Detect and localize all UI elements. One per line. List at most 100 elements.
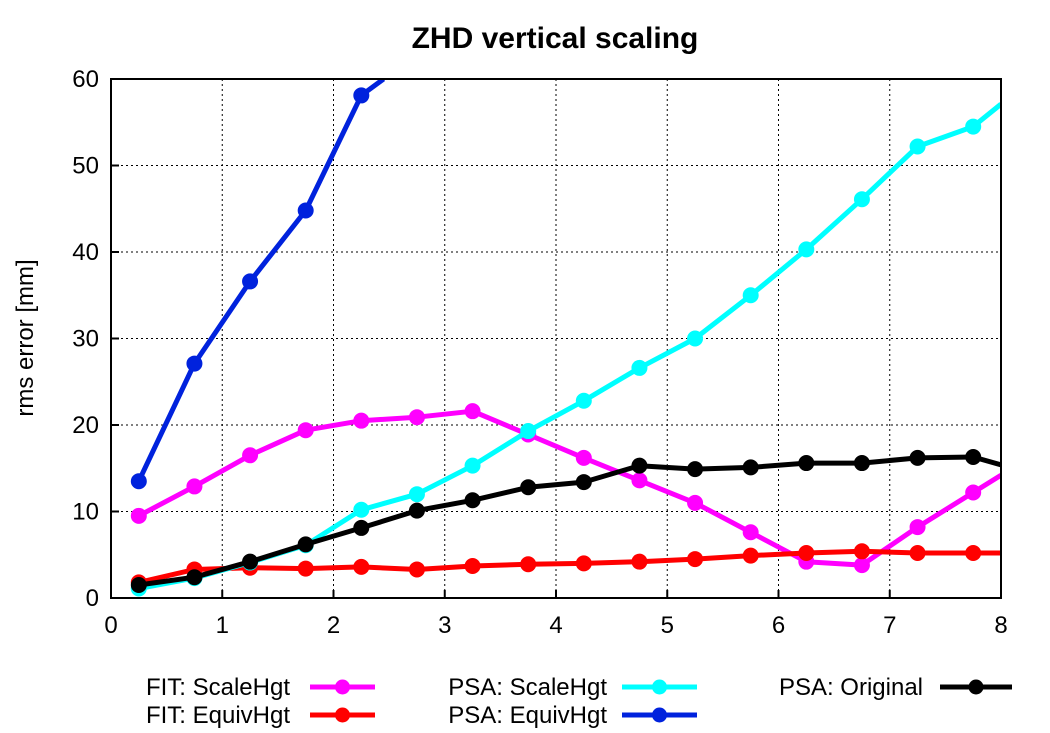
y-tick-label: 10 [72, 499, 99, 526]
data-point [520, 479, 537, 496]
x-tick-label: 4 [549, 612, 562, 639]
data-point [353, 519, 370, 536]
series-psa-original [130, 449, 1001, 594]
data-point [575, 449, 592, 466]
y-tick-label: 50 [72, 153, 99, 180]
data-point [353, 558, 370, 575]
data-point [965, 545, 982, 562]
data-point [464, 557, 481, 574]
data-point [464, 403, 481, 420]
y-tick-label: 0 [86, 585, 99, 612]
data-point [687, 494, 704, 511]
data-point [965, 118, 982, 135]
data-point [853, 455, 870, 472]
data-point [909, 519, 926, 536]
legend-swatch-marker [335, 707, 350, 723]
data-point [408, 409, 425, 426]
data-point [798, 241, 815, 258]
legend-label: PSA: ScaleHgt [448, 674, 607, 701]
data-point [965, 449, 982, 466]
series-fit-scalehgt [130, 403, 1001, 574]
plot-area [130, 79, 1001, 597]
data-point [909, 449, 926, 466]
legend-swatch-marker [652, 679, 667, 695]
data-point [687, 461, 704, 478]
y-tick-label: 30 [72, 326, 99, 353]
series-line [138, 102, 1001, 591]
data-point [297, 202, 314, 219]
data-point [297, 422, 314, 439]
y-tick-label: 20 [72, 412, 99, 439]
data-point [631, 553, 648, 570]
x-tick-label: 7 [883, 612, 896, 639]
data-point [297, 560, 314, 577]
data-point [464, 492, 481, 509]
plot-frame [110, 78, 1002, 599]
x-tick-label: 2 [327, 612, 340, 639]
data-point [408, 502, 425, 519]
legend-label: FIT: EquivHgt [146, 702, 290, 729]
y-tick-label: 60 [72, 66, 99, 93]
data-point [353, 412, 370, 429]
tick-labels: 0 1 2 3 4 5 6 7 8 0 10 20 30 40 50 60 [72, 66, 1007, 639]
data-point [130, 507, 147, 524]
data-point [798, 455, 815, 472]
data-point [575, 392, 592, 409]
data-point [965, 484, 982, 501]
data-point [242, 447, 259, 464]
data-point [353, 501, 370, 518]
legend-item: FIT: ScaleHgt [146, 674, 375, 701]
legend-item: PSA: ScaleHgt [448, 674, 697, 701]
data-point [742, 524, 759, 541]
y-tick-label: 40 [72, 239, 99, 266]
data-point [297, 536, 314, 553]
chart-title: ZHD vertical scaling [412, 22, 699, 55]
legend-swatch-marker [652, 707, 667, 723]
data-point [575, 555, 592, 572]
data-point [853, 543, 870, 560]
data-point [408, 561, 425, 578]
data-point [631, 472, 648, 489]
data-point [575, 474, 592, 491]
legend-swatch-marker [968, 679, 984, 695]
data-point [520, 556, 537, 573]
data-point [186, 478, 203, 495]
legend-item: PSA: EquivHgt [448, 702, 697, 729]
x-tick-label: 8 [994, 612, 1007, 639]
data-point [742, 459, 759, 476]
x-tick-label: 5 [661, 612, 674, 639]
data-point [742, 287, 759, 304]
data-point [631, 359, 648, 376]
grid [110, 78, 1002, 599]
data-point [909, 545, 926, 562]
data-point [687, 330, 704, 347]
series-psa-scalehgt [130, 102, 1001, 597]
data-point [408, 486, 425, 503]
data-point [186, 355, 203, 372]
legend-item: PSA: Original [779, 674, 1012, 701]
legend-label: PSA: EquivHgt [448, 702, 607, 729]
data-point [242, 273, 259, 290]
y-axis-label: rms error [mm] [12, 259, 39, 416]
series-line [137, 408, 1001, 568]
data-point [464, 457, 481, 474]
x-tick-label: 6 [772, 612, 785, 639]
series-fit-equivhgt [130, 543, 1001, 591]
legend-label: FIT: ScaleHgt [146, 674, 290, 701]
x-tick-label: 0 [104, 612, 117, 639]
data-point [742, 547, 759, 564]
data-point [631, 457, 648, 474]
data-point [242, 553, 259, 570]
legend-swatch-marker [335, 679, 350, 695]
legend-label: PSA: Original [779, 674, 923, 701]
data-point [353, 87, 370, 104]
data-point [130, 473, 147, 490]
x-tick-label: 3 [438, 612, 451, 639]
x-tick-label: 1 [216, 612, 229, 639]
series-psa-equivhgt [130, 79, 386, 490]
data-point [853, 191, 870, 208]
data-point [909, 138, 926, 155]
legend-item: FIT: EquivHgt [146, 702, 375, 729]
